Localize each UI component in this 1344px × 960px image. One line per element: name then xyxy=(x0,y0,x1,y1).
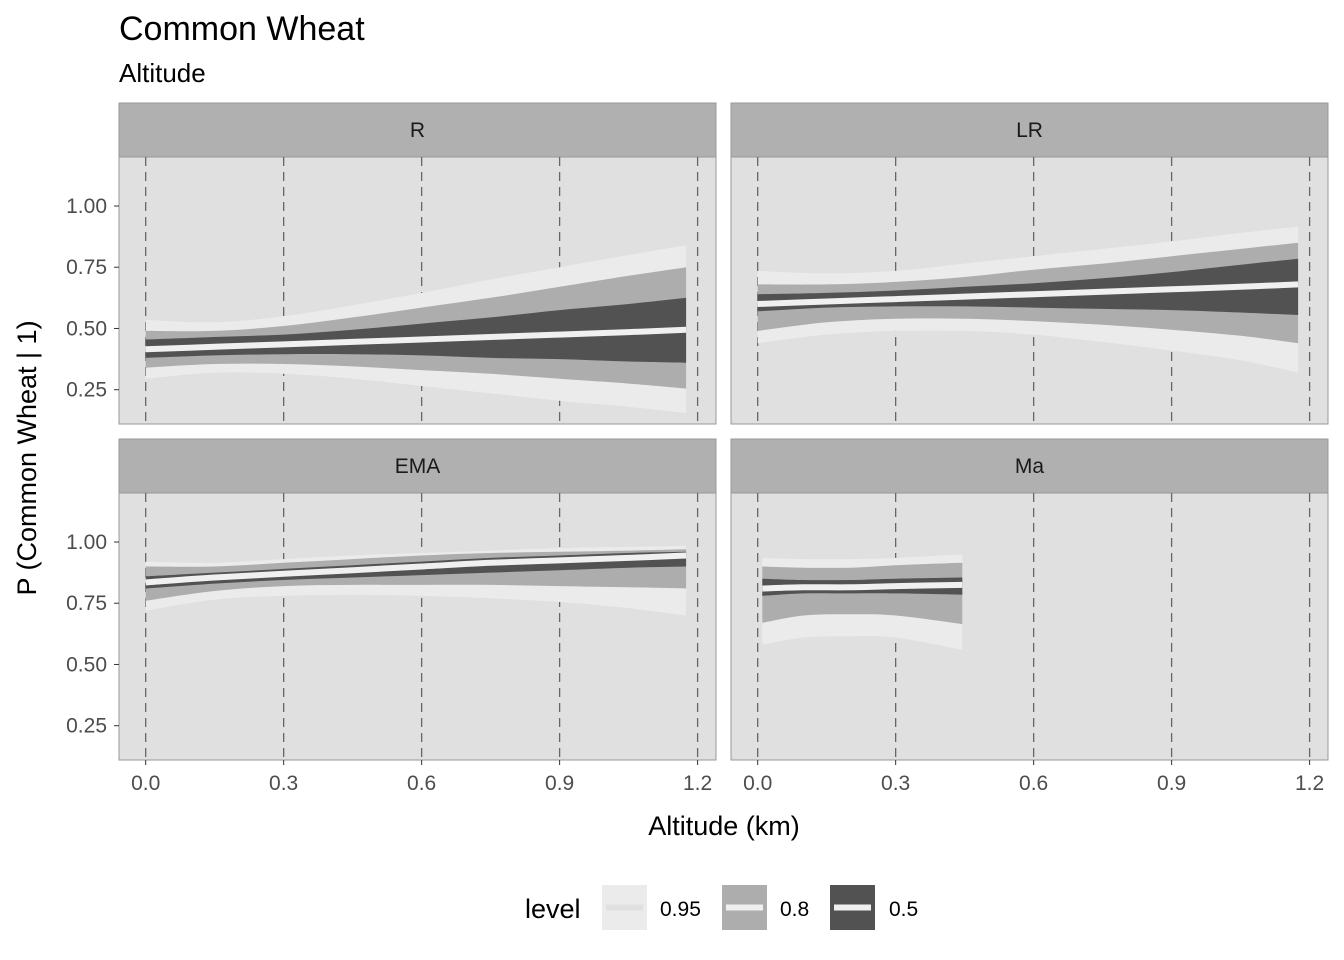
facet-ema: EMA 0.25 0.50 0.75 1.00 0.0 0.3 0.6 0.9 1.2 xyxy=(66,438,717,795)
median-line xyxy=(145,326,687,353)
x-tick-label: 0.3 xyxy=(881,772,910,795)
chart-subtitle: Altitude xyxy=(119,58,206,88)
x-tick-label: 0.6 xyxy=(407,772,436,795)
y-tick-label: 0.25 xyxy=(66,715,107,738)
x-tick-label: 1.2 xyxy=(683,772,712,795)
legend-title: level xyxy=(525,894,581,924)
y-axis-title: P (Common Wheat | 1) xyxy=(12,320,42,595)
y-tick-label: 1.00 xyxy=(66,195,107,218)
legend-item: 0.95 xyxy=(602,885,701,930)
y-tick-label: 0.25 xyxy=(66,379,107,402)
facet-strip-label: EMA xyxy=(395,455,441,478)
median-line xyxy=(145,552,687,586)
x-tick-label: 0.3 xyxy=(269,772,298,795)
x-tick-label: 0.9 xyxy=(545,772,574,795)
x-tick-label: 0.0 xyxy=(743,772,772,795)
x-tick-label: 0.0 xyxy=(131,772,160,795)
panel-plot-area xyxy=(145,493,699,760)
y-tick-label: 0.50 xyxy=(66,653,107,676)
facet-strip xyxy=(730,438,1329,494)
panel-plot-area xyxy=(757,157,1311,424)
y-tick-label: 0.50 xyxy=(66,317,107,340)
facet-strip-label: R xyxy=(410,119,425,142)
y-tick-label: 0.75 xyxy=(66,592,107,615)
y-tick-label: 0.75 xyxy=(66,256,107,279)
band-80 xyxy=(762,562,963,625)
panel-background xyxy=(118,492,717,761)
median-line xyxy=(762,581,963,592)
facet-r: R 0.25 0.50 0.75 1.00 xyxy=(66,102,717,425)
legend-label: 0.95 xyxy=(660,898,701,921)
facet-lr: LR xyxy=(730,102,1329,425)
panel-plot-area xyxy=(757,493,1311,760)
facet-ma: Ma 0.0 0.3 0.6 0.9 1.2 xyxy=(730,438,1329,795)
x-tick-label: 0.9 xyxy=(1157,772,1186,795)
facet-strip xyxy=(118,102,717,158)
legend-item: 0.5 xyxy=(830,885,918,930)
panel-plot-area xyxy=(145,157,699,424)
facet-strip-label: Ma xyxy=(1015,455,1044,478)
facet-panels: R 0.25 0.50 0.75 1.00 LR EMA 0.25 0.50 0.75 1.00 0.… xyxy=(66,102,1329,795)
facet-strip xyxy=(118,438,717,494)
legend-label: 0.8 xyxy=(780,898,809,921)
y-tick-label: 1.00 xyxy=(66,531,107,554)
median-line xyxy=(757,281,1299,307)
facet-strip-label: LR xyxy=(1016,119,1043,142)
chart-title: Common Wheat xyxy=(119,10,365,48)
x-tick-label: 0.6 xyxy=(1019,772,1048,795)
legend: level 0.95 0.8 0.5 xyxy=(525,885,918,930)
legend-item: 0.8 xyxy=(722,885,809,930)
x-axis-title: Altitude (km) xyxy=(648,811,800,841)
x-tick-label: 1.2 xyxy=(1295,772,1324,795)
legend-label: 0.5 xyxy=(889,898,918,921)
